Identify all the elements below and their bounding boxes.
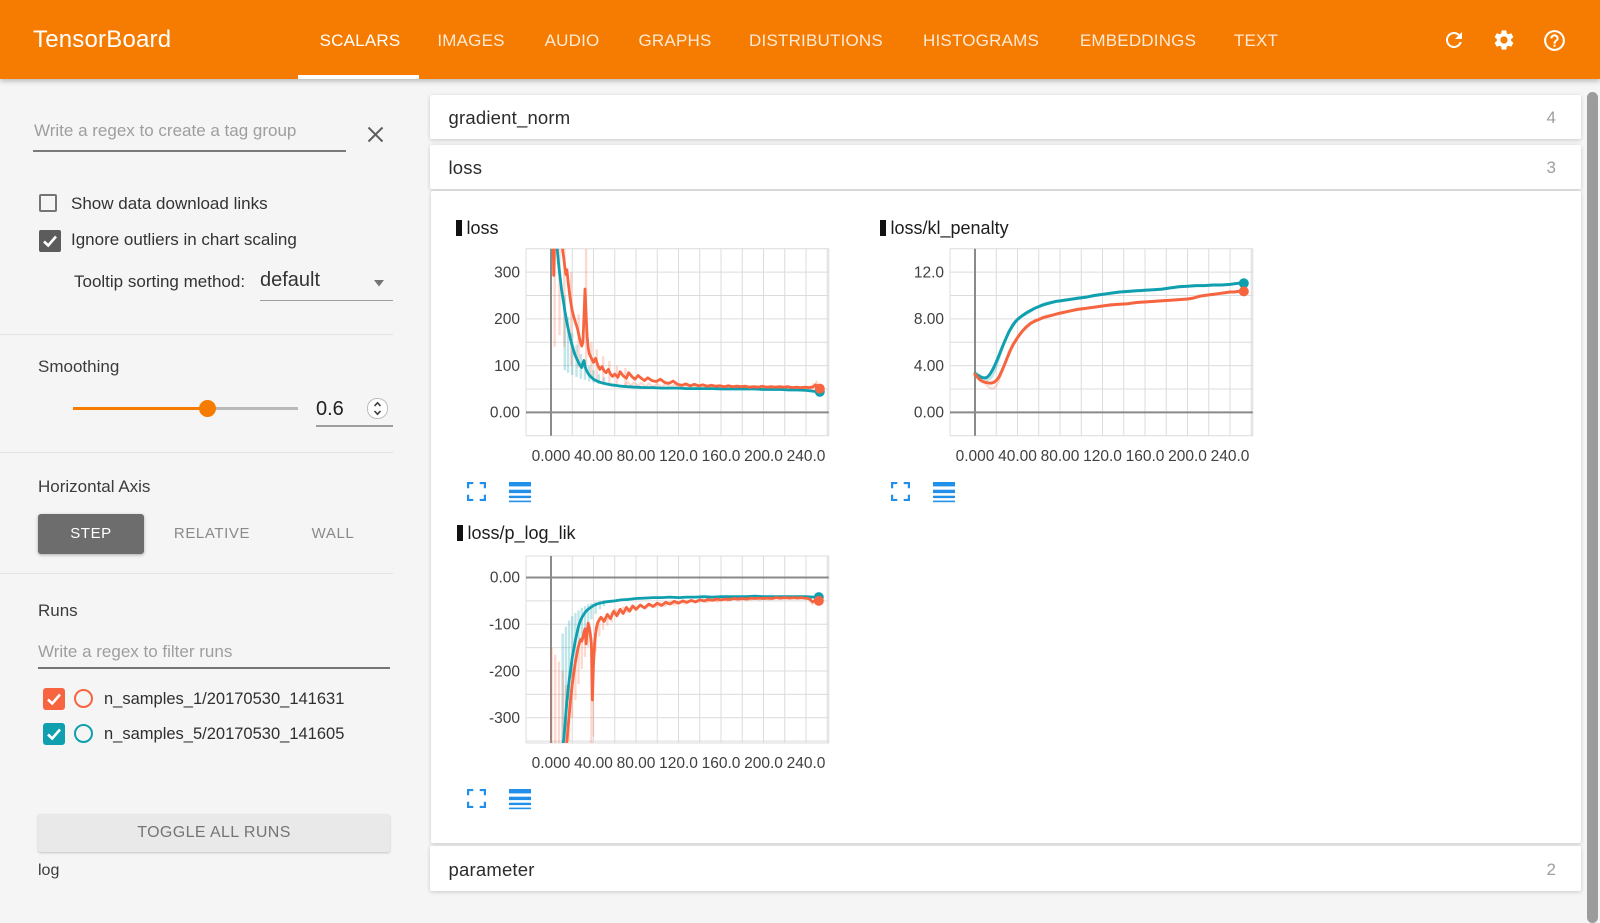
- svg-text:-300: -300: [489, 710, 520, 727]
- svg-text:0.00: 0.00: [914, 405, 945, 422]
- svg-text:160.0: 160.0: [702, 448, 741, 465]
- svg-text:200.0: 200.0: [1168, 448, 1207, 465]
- svg-text:240.0: 240.0: [787, 755, 826, 772]
- svg-text:160.0: 160.0: [702, 755, 741, 772]
- svg-text:160.0: 160.0: [1126, 448, 1165, 465]
- svg-text:120.0: 120.0: [659, 755, 698, 772]
- svg-text:200.0: 200.0: [744, 448, 783, 465]
- svg-text:12.0: 12.0: [914, 264, 945, 281]
- svg-text:0.000: 0.000: [532, 448, 571, 465]
- svg-text:0.000: 0.000: [532, 755, 571, 772]
- svg-text:0.00: 0.00: [490, 570, 521, 587]
- svg-text:120.0: 120.0: [659, 448, 698, 465]
- svg-text:0.000: 0.000: [956, 448, 995, 465]
- svg-text:-100: -100: [489, 617, 520, 634]
- svg-text:80.00: 80.00: [617, 448, 656, 465]
- svg-text:0.00: 0.00: [490, 405, 521, 422]
- svg-text:8.00: 8.00: [914, 311, 945, 328]
- svg-text:200.0: 200.0: [744, 755, 783, 772]
- svg-text:100: 100: [494, 358, 520, 375]
- svg-text:80.00: 80.00: [1041, 448, 1080, 465]
- svg-text:4.00: 4.00: [914, 358, 945, 375]
- svg-text:120.0: 120.0: [1083, 448, 1122, 465]
- svg-text:80.00: 80.00: [617, 755, 656, 772]
- svg-text:-200: -200: [489, 663, 520, 680]
- svg-text:240.0: 240.0: [787, 448, 826, 465]
- svg-text:40.00: 40.00: [574, 755, 613, 772]
- svg-text:300: 300: [494, 264, 520, 281]
- svg-text:40.00: 40.00: [574, 448, 613, 465]
- svg-text:40.00: 40.00: [998, 448, 1037, 465]
- svg-text:200: 200: [494, 311, 520, 328]
- svg-text:240.0: 240.0: [1211, 448, 1250, 465]
